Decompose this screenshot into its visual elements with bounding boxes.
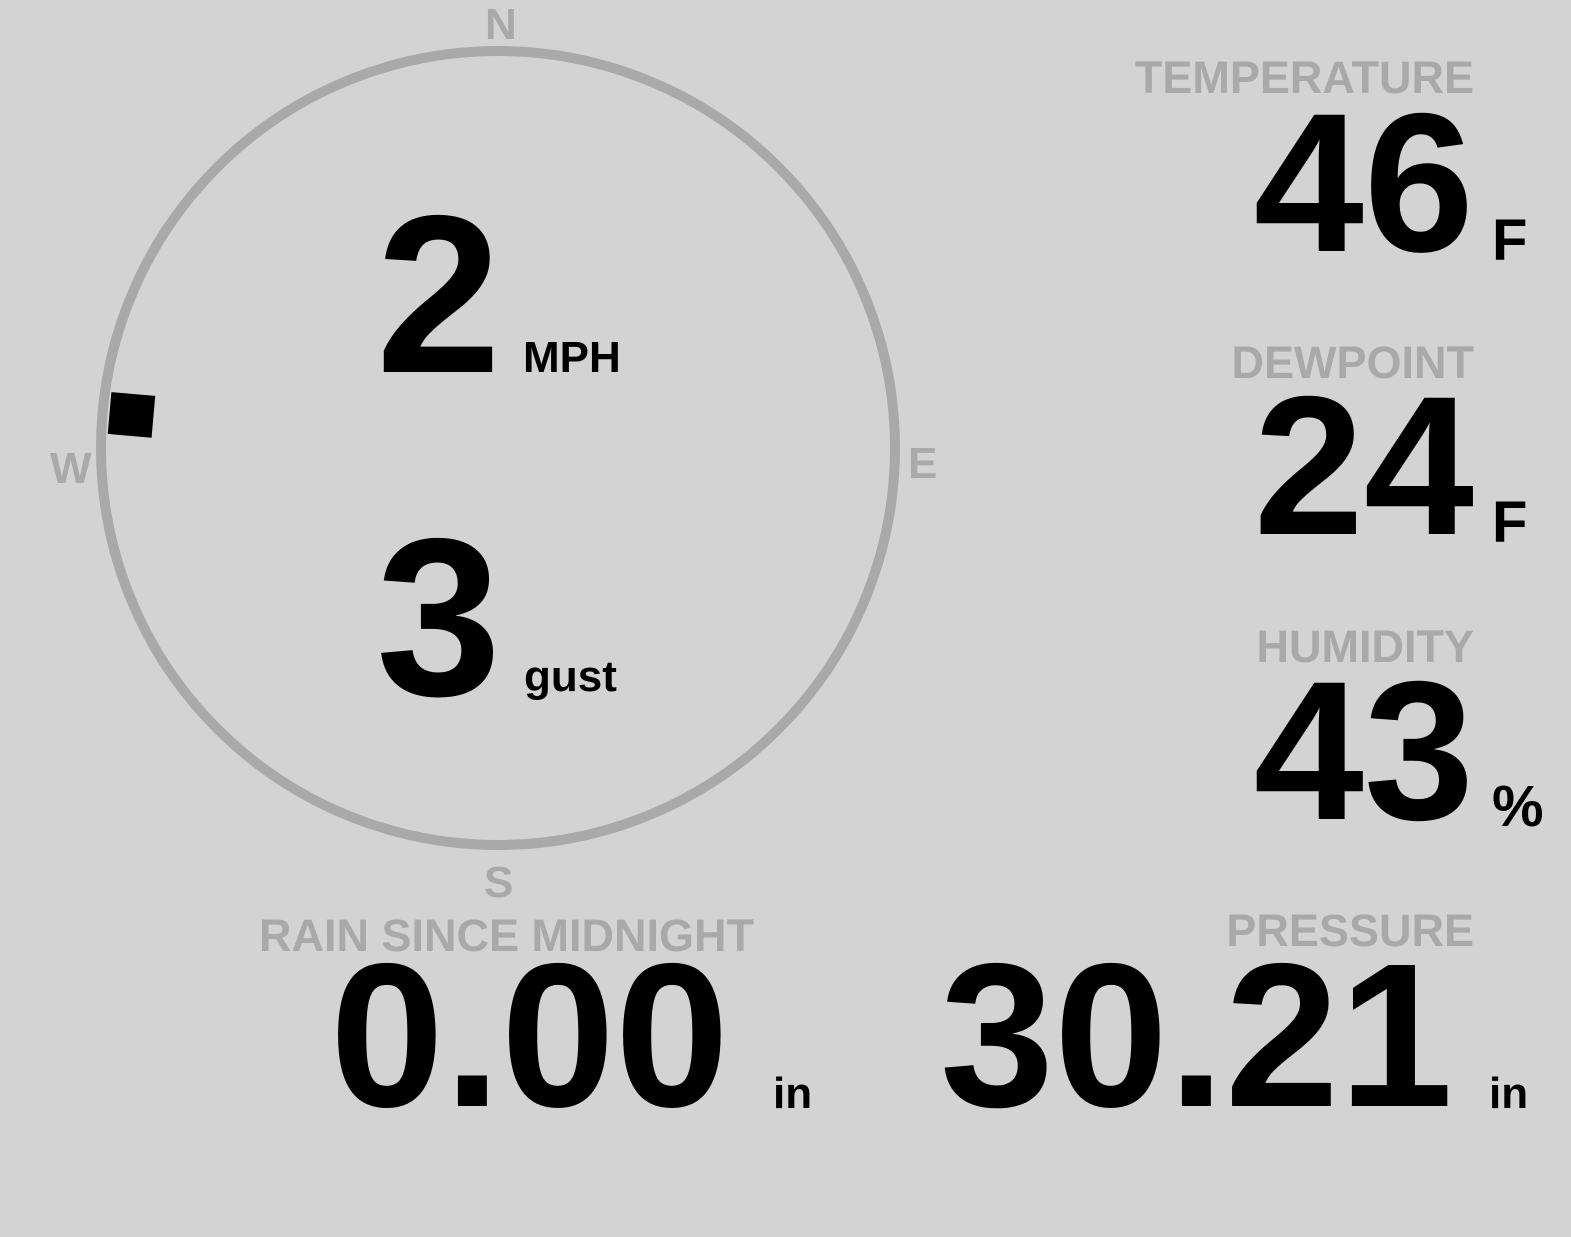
wind-speed-value: 2 bbox=[376, 168, 502, 420]
dewpoint-unit: F bbox=[1492, 490, 1528, 555]
temperature-unit: F bbox=[1492, 208, 1528, 273]
humidity-value: 43 bbox=[1253, 640, 1474, 861]
wind-speed-unit: MPH bbox=[523, 333, 621, 382]
compass-west: W bbox=[50, 444, 92, 493]
dewpoint-value: 24 bbox=[1253, 355, 1474, 576]
pressure-label: PRESSURE bbox=[1226, 905, 1474, 956]
pressure-value: 30.21 bbox=[939, 921, 1453, 1150]
pressure-unit: in bbox=[1489, 1069, 1529, 1118]
compass-north: N bbox=[485, 0, 517, 49]
temperature-label: TEMPERATURE bbox=[1134, 52, 1474, 103]
dewpoint-label: DEWPOINT bbox=[1231, 337, 1475, 388]
rain-unit: in bbox=[773, 1069, 813, 1118]
wind-gust-label: gust bbox=[524, 652, 617, 701]
compass-ring bbox=[96, 46, 900, 850]
rain-label: RAIN SINCE MIDNIGHT bbox=[259, 910, 754, 961]
temperature-value: 46 bbox=[1253, 72, 1474, 293]
rain-value: 0.00 bbox=[330, 921, 729, 1150]
wind-gust-value: 3 bbox=[376, 491, 502, 743]
compass-south: S bbox=[484, 858, 514, 907]
humidity-unit: % bbox=[1492, 774, 1544, 839]
wind-compass bbox=[96, 46, 900, 850]
wind-direction-marker bbox=[107, 392, 156, 438]
humidity-label: HUMIDITY bbox=[1256, 621, 1475, 672]
compass-east: E bbox=[908, 439, 938, 488]
